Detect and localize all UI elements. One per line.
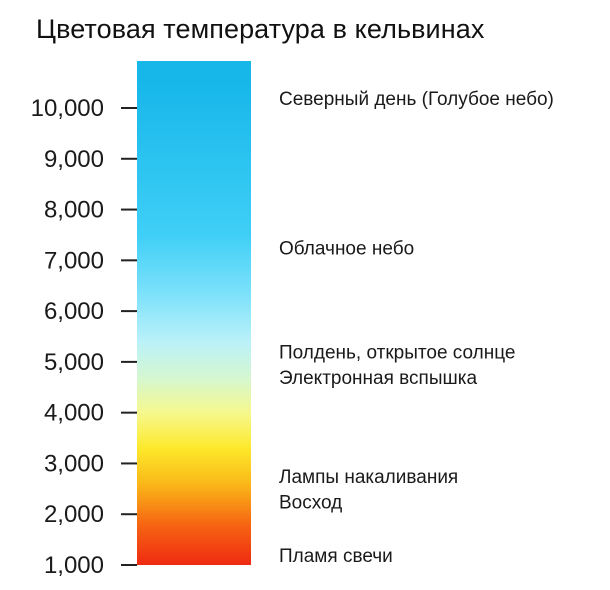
annotation-label: Северный день (Голубое небо) bbox=[279, 89, 554, 110]
color-gradient-bar bbox=[137, 61, 251, 565]
annotation-label: Полдень, открытое солнце bbox=[279, 343, 515, 364]
y-tick-label: 3,000 bbox=[44, 450, 104, 477]
y-tick-label: 9,000 bbox=[44, 146, 104, 173]
annotation-label: Облачное небо bbox=[279, 239, 414, 260]
y-tick-label: 2,000 bbox=[44, 501, 104, 528]
y-axis: 1,000 2,000 3,000 4,000 5,000 6,000 7,000 8,000… bbox=[31, 95, 137, 579]
annotation-label: Электронная вспышка bbox=[279, 368, 477, 389]
annotation-label: Восход bbox=[279, 493, 342, 514]
annotations: Северный день (Голубое небо) Облачное неб… bbox=[279, 89, 554, 567]
y-tick-label: 7,000 bbox=[44, 247, 104, 274]
y-tick-label: 10,000 bbox=[31, 95, 104, 122]
annotation-label: Пламя свечи bbox=[279, 546, 393, 567]
y-tick-label: 6,000 bbox=[44, 298, 104, 325]
chart-title: Цветовая температура в кельвинах bbox=[36, 14, 485, 44]
y-tick-label: 5,000 bbox=[44, 349, 104, 376]
y-tick-label: 1,000 bbox=[44, 552, 104, 579]
y-tick-label: 4,000 bbox=[44, 400, 104, 427]
y-tick-label: 8,000 bbox=[44, 197, 104, 224]
annotation-label: Лампы накаливания bbox=[279, 467, 458, 488]
